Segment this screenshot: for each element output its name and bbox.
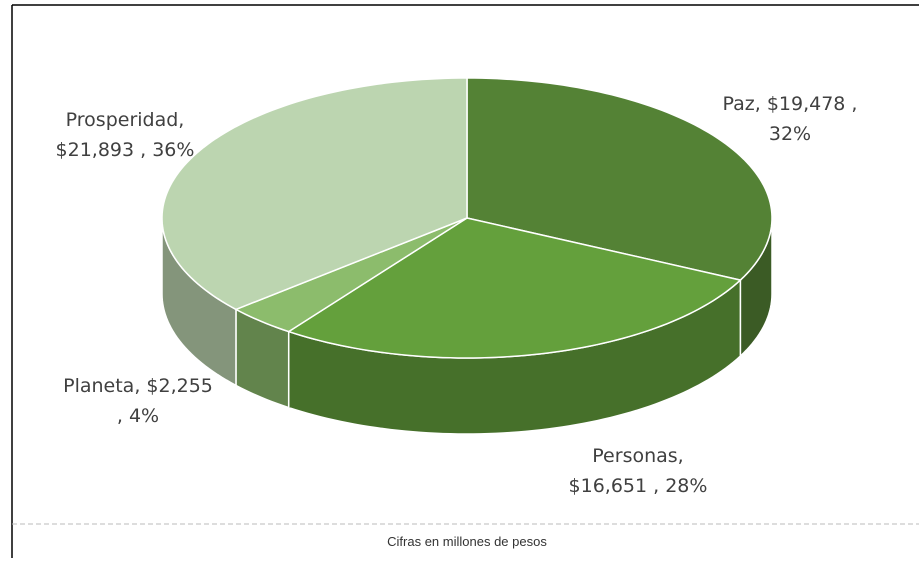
data-label: 32% [769, 123, 811, 145]
slice [234, 217, 468, 333]
labels: Paz, $19,478 , 32% Personas, $16,651 , 28% P… [56, 93, 858, 497]
data-label: Personas, [592, 445, 683, 467]
slice [286, 217, 742, 359]
footnote: Cifras en millones de pesos [387, 534, 547, 549]
data-label: $16,651 , 28% [569, 475, 708, 497]
slice [161, 77, 468, 311]
data-label: Planeta, $2,255 [63, 375, 213, 397]
data-label: Paz, $19,478 , [723, 93, 858, 115]
pie [161, 77, 773, 435]
data-label: , 4% [117, 405, 159, 427]
data-label: $21,893 , 36% [56, 139, 195, 161]
slice [466, 77, 773, 281]
data-label: Prosperidad, [66, 109, 185, 131]
